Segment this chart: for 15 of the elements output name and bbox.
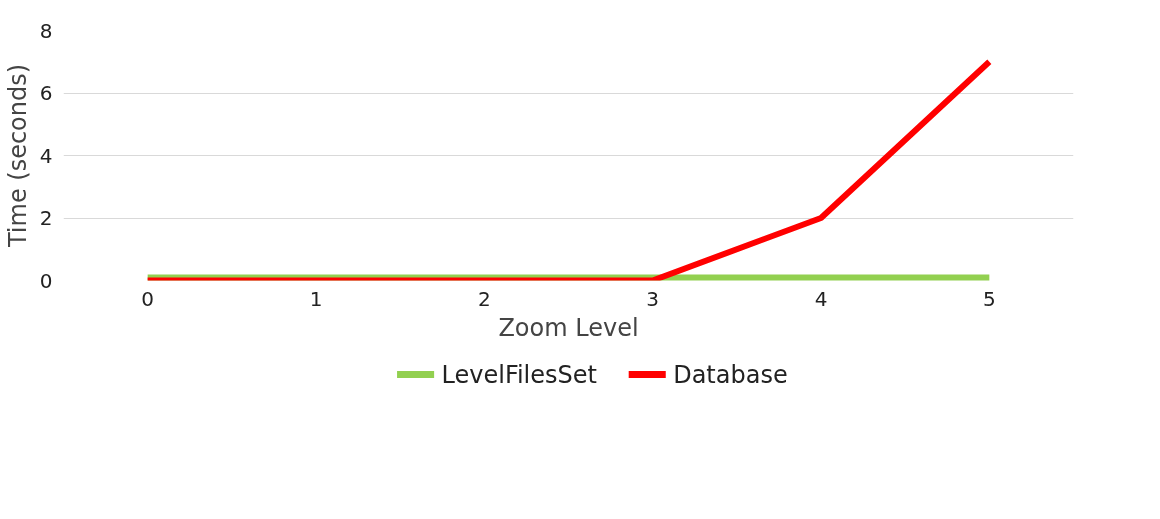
x-tick-label: 3 (646, 286, 660, 311)
x-tick-label: 0 (141, 286, 155, 311)
y-tick-label: 8 (39, 18, 53, 43)
y-axis-title: Time (seconds) (3, 63, 32, 249)
y-tick-label: 2 (39, 206, 53, 230)
x-axis-title: Zoom Level (498, 313, 639, 342)
legend-label: LevelFilesSet (441, 360, 597, 389)
y-tick-label: 6 (39, 81, 53, 105)
y-tick-label: 4 (39, 143, 53, 168)
x-tick-label: 4 (814, 286, 828, 311)
x-tick-label: 5 (982, 286, 996, 311)
y-tick-label: 0 (39, 268, 53, 293)
legend-label: Database (673, 360, 788, 389)
x-tick-label: 1 (309, 286, 323, 311)
x-tick-label: 2 (477, 286, 491, 311)
